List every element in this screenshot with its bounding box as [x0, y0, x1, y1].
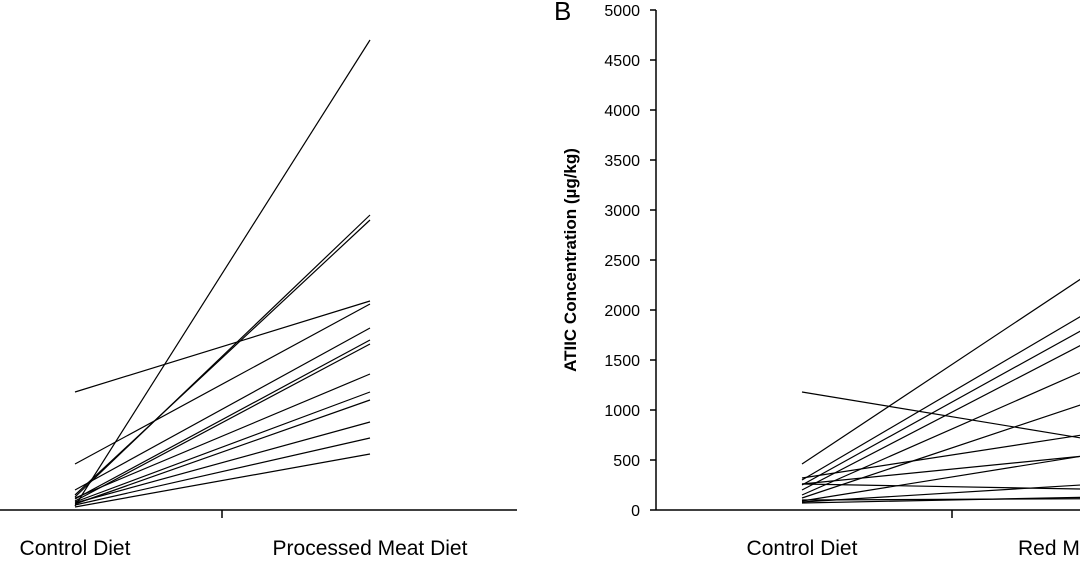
right-series-line-10 [801, 455, 1080, 502]
left-series-line-4 [74, 300, 371, 393]
right-y-tick-label-0: 0 [631, 503, 640, 520]
left-series-line-10 [74, 391, 371, 503]
right-series-line-6 [801, 404, 1080, 499]
panel-letter-b: B [554, 0, 571, 26]
left-series-line-9 [74, 373, 371, 499]
left-panel: Control Diet Processed Meat Diet [0, 39, 517, 560]
left-series-line-5 [74, 303, 371, 465]
right-y-tick-label-5000: 5000 [604, 3, 640, 20]
right-series-line-2 [801, 316, 1080, 481]
right-series-line-12 [801, 483, 1080, 490]
right-category-label-control: Control Diet [747, 537, 858, 560]
right-y-tick-label-3000: 3000 [604, 203, 640, 220]
right-series-line-9 [801, 434, 1080, 479]
right-y-tick-label-4000: 4000 [604, 103, 640, 120]
right-series-line-7 [801, 391, 1080, 439]
left-series-line-14 [74, 453, 371, 508]
right-series-line-3 [801, 330, 1080, 486]
left-series-line-8 [74, 343, 371, 502]
left-series-line-3 [74, 219, 371, 496]
right-y-ticks-group: 0 500 1000 1500 2000 2500 3000 3500 4000 4500 5000 [604, 3, 656, 520]
left-series-line-12 [74, 421, 371, 504]
left-category-label-processed: Processed Meat Diet [273, 537, 468, 560]
left-series-line-13 [74, 437, 371, 506]
right-series-line-4 [801, 344, 1080, 491]
right-panel: B ATIIC Concentration (µg/kg) 0 500 1000 15… [554, 0, 1080, 560]
right-y-axis-title: ATIIC Concentration (µg/kg) [561, 148, 580, 372]
right-y-tick-label-3500: 3500 [604, 153, 640, 170]
left-series-line-6 [74, 327, 371, 491]
left-series-line-11 [74, 399, 371, 505]
left-series-line-7 [74, 339, 371, 500]
left-series-line-1 [74, 39, 371, 507]
left-series-group [74, 39, 371, 508]
right-y-tick-label-4500: 4500 [604, 53, 640, 70]
right-category-label-red-meat: Red M [1018, 537, 1080, 560]
right-series-line-8 [801, 455, 1080, 485]
right-series-group [801, 278, 1080, 504]
right-y-tick-label-1000: 1000 [604, 403, 640, 420]
right-y-tick-label-500: 500 [613, 453, 640, 470]
left-category-label-control: Control Diet [20, 537, 131, 560]
left-series-line-2 [74, 214, 371, 498]
right-y-tick-label-2000: 2000 [604, 303, 640, 320]
right-series-line-5 [801, 371, 1080, 496]
right-series-line-14 [801, 496, 1080, 504]
right-y-tick-label-2500: 2500 [604, 253, 640, 270]
right-y-tick-label-1500: 1500 [604, 353, 640, 370]
right-series-line-1 [801, 278, 1080, 465]
